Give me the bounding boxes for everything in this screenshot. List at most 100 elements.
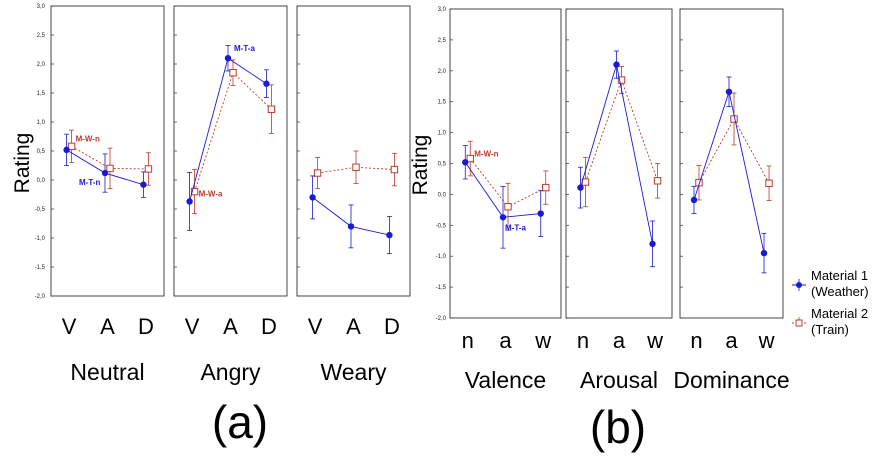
- figure-caption: (b): [590, 401, 646, 453]
- data-point-material-2: [581, 178, 590, 186]
- data-point-material-1: [577, 184, 584, 191]
- panel-title: Arousal: [580, 367, 658, 393]
- y-tick-label: 3,0: [37, 4, 46, 10]
- panel-frame: [50, 5, 165, 297]
- data-point-material-1: [690, 196, 698, 204]
- point-annotation: M-W-a: [199, 190, 223, 199]
- y-tick-label: 1,0: [37, 120, 46, 126]
- category-label: D: [138, 314, 154, 339]
- figure-caption: (a): [212, 396, 268, 448]
- data-point-material-2: [542, 183, 550, 192]
- data-point-material-1: [224, 55, 232, 62]
- data-point-material-2: [653, 177, 662, 185]
- y-tick-label: 2,0: [438, 69, 447, 75]
- data-point-material-1: [101, 169, 109, 177]
- y-tick-label: 0,0: [438, 192, 447, 198]
- data-point-material-2: [617, 76, 626, 84]
- data-point-material-2: [144, 165, 153, 173]
- y-tick-label: 2,0: [37, 62, 46, 68]
- y-tick-label: -2,0: [436, 316, 447, 322]
- point-annotation: M-T-a: [234, 44, 255, 53]
- data-point-material-1: [386, 231, 393, 239]
- category-label: V: [62, 314, 77, 339]
- legend-sublabel: (Weather): [811, 284, 869, 299]
- category-label: a: [499, 328, 512, 353]
- data-point-material-1: [140, 181, 147, 188]
- y-tick-label: -1,0: [35, 236, 46, 242]
- data-point-material-1: [649, 240, 656, 248]
- y-tick-label: -1,0: [436, 254, 447, 260]
- y-tick-label: -0,5: [436, 223, 447, 229]
- category-label: a: [725, 328, 738, 353]
- category-label: w: [534, 328, 551, 353]
- data-point-material-1: [760, 249, 768, 257]
- legend-label: Material 1: [811, 268, 868, 283]
- data-point-material-1: [537, 210, 544, 217]
- panel-frame: [173, 5, 288, 297]
- y-tick-label: 0,5: [438, 162, 447, 168]
- data-point-material-2: [267, 105, 276, 113]
- series-line-material-2: [317, 166, 395, 174]
- category-label: w: [758, 328, 775, 353]
- category-label: n: [577, 328, 589, 353]
- category-label: V: [308, 314, 323, 339]
- panel-title: Angry: [200, 359, 261, 385]
- y-tick-label: 2,5: [438, 38, 447, 44]
- y-tick-label: 2,5: [37, 33, 46, 39]
- panel-title: Dominance: [673, 367, 789, 393]
- data-point-material-1: [263, 80, 270, 87]
- y-tick-label: -1,5: [436, 285, 447, 291]
- category-label: w: [646, 328, 663, 353]
- category-label: A: [100, 314, 115, 339]
- category-label: D: [384, 314, 400, 339]
- data-point-material-1: [499, 214, 507, 221]
- legend-marker: [795, 319, 803, 327]
- y-axis-label: Rating: [409, 135, 432, 196]
- category-label: A: [346, 314, 361, 339]
- data-point-material-1: [186, 198, 193, 205]
- legend-sublabel: (Train): [811, 322, 849, 337]
- data-point-material-2: [313, 169, 322, 177]
- category-label: V: [185, 314, 200, 339]
- data-point-material-1: [309, 194, 316, 201]
- panel-frame: [679, 8, 784, 319]
- y-tick-label: -1,5: [35, 265, 46, 271]
- panel-title: Valence: [465, 367, 546, 393]
- category-label: n: [690, 328, 702, 353]
- y-tick-label: 0,0: [37, 178, 46, 184]
- data-point-material-2: [67, 142, 76, 151]
- point-annotation: M-T-n: [79, 178, 100, 187]
- data-point-material-2: [229, 69, 237, 77]
- y-axis-label: Rating: [11, 133, 34, 194]
- point-annotation: M-W-n: [76, 134, 100, 143]
- category-label: a: [613, 328, 626, 353]
- y-tick-label: 1,0: [438, 131, 447, 137]
- data-point-material-2: [466, 154, 474, 163]
- panel-title: Weary: [320, 359, 387, 385]
- data-point-material-2: [352, 163, 360, 171]
- y-tick-label: 3,0: [438, 7, 447, 13]
- data-point-material-1: [462, 159, 469, 166]
- y-tick-label: 1,5: [37, 91, 46, 97]
- data-point-material-1: [613, 61, 620, 68]
- data-point-material-2: [765, 179, 773, 187]
- legend-label: Material 2: [811, 306, 868, 321]
- y-tick-label: -2,0: [35, 294, 46, 300]
- y-tick-label: 0,5: [37, 149, 46, 155]
- panel-frame: [449, 8, 562, 319]
- data-point-material-2: [504, 203, 512, 211]
- data-point-material-2: [190, 187, 199, 196]
- y-tick-label: 1,5: [438, 100, 447, 106]
- point-annotation: M-T-a: [505, 223, 526, 232]
- category-label: D: [261, 314, 277, 339]
- data-point-material-1: [347, 223, 355, 230]
- data-point-material-2: [390, 165, 399, 174]
- data-point-material-2: [106, 164, 114, 173]
- panel-title: Neutral: [70, 359, 144, 385]
- category-label: A: [223, 314, 238, 339]
- data-point-material-1: [725, 88, 733, 96]
- category-label: n: [462, 328, 474, 353]
- y-tick-label: -0,5: [35, 207, 46, 213]
